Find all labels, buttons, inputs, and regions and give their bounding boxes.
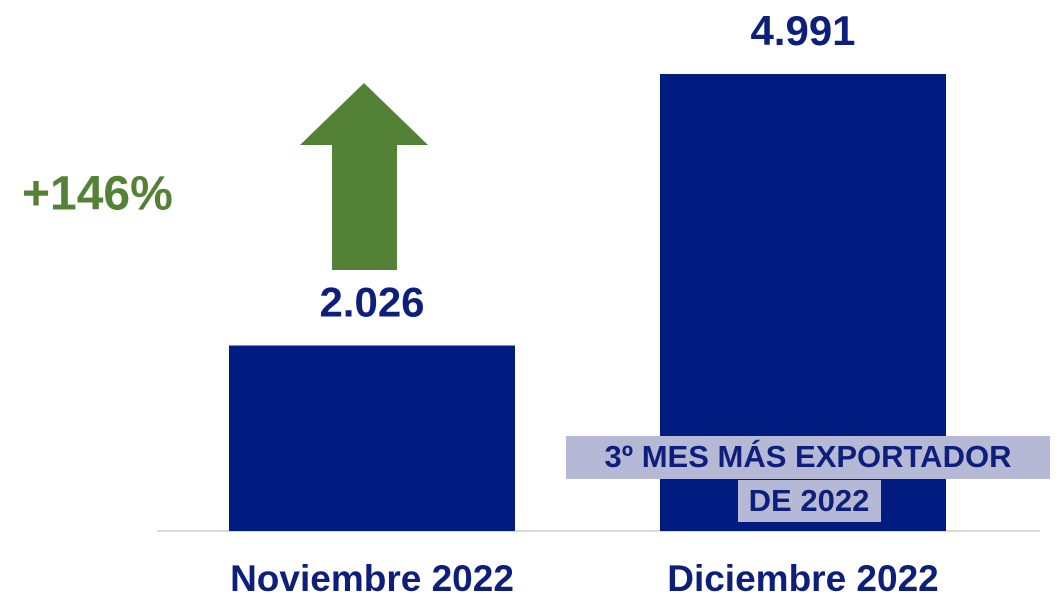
value-label: 4.991 [750, 7, 855, 54]
growth-label: +146% [22, 168, 173, 221]
x-tick-label: Diciembre 2022 [667, 558, 939, 599]
annotation: DE 2022 [749, 483, 870, 518]
growth-arrow [300, 83, 428, 270]
bar [229, 345, 515, 531]
annotation: 3º MES MÁS EXPORTADOR [605, 439, 1012, 474]
annotation-bg [566, 436, 1050, 479]
value-label: 2.026 [319, 279, 424, 326]
annotation-bg [738, 480, 881, 522]
x-tick-label: Noviembre 2022 [230, 558, 514, 599]
